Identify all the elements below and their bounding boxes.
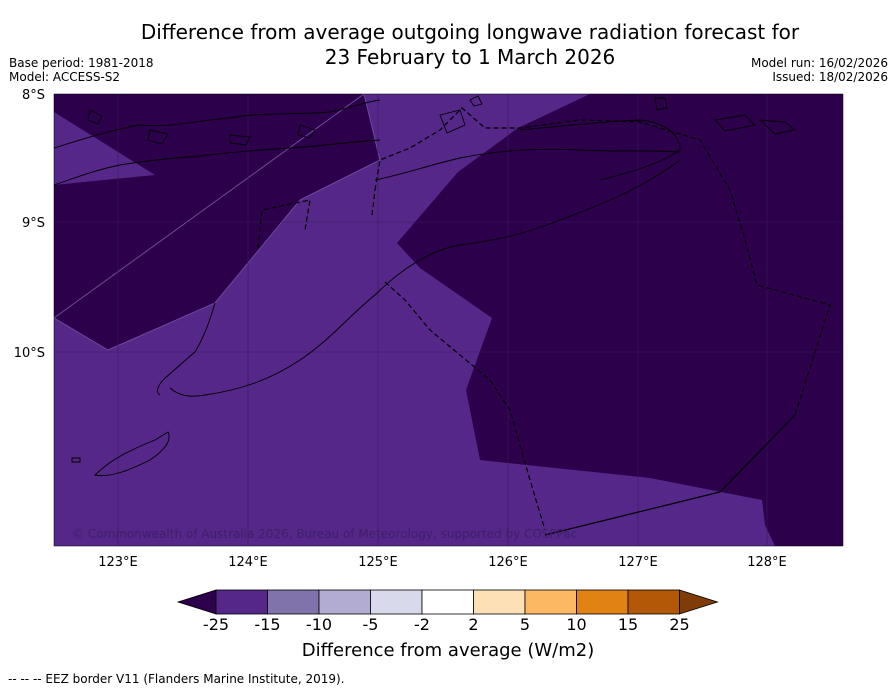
colorbar-bin-0 bbox=[215, 589, 268, 615]
meta-right: Model run: 16/02/2026 Issued: 18/02/2026 bbox=[751, 56, 888, 84]
x-tick-128: 128°E bbox=[747, 555, 787, 570]
region-east-anomaly bbox=[397, 94, 843, 546]
colorbar-tick-6: 5 bbox=[520, 615, 530, 634]
colorbar-tick-8: 15 bbox=[618, 615, 638, 634]
coast-timor-north bbox=[374, 148, 681, 181]
colorbar-over-arrow bbox=[679, 589, 719, 615]
colorbar-bin-3 bbox=[370, 589, 423, 615]
eez-border-north bbox=[374, 107, 831, 493]
title-line-1: Difference from average outgoing longwav… bbox=[140, 20, 800, 44]
y-tick-10s: 10°S bbox=[14, 346, 45, 361]
colorbar-tick-4: -2 bbox=[414, 615, 430, 634]
map-frame bbox=[53, 93, 844, 547]
x-tick-labels: 123°E 124°E 125°E 126°E 127°E 128°E bbox=[98, 555, 787, 570]
colorbar-bin-2 bbox=[318, 589, 371, 615]
eez-border-south bbox=[384, 281, 546, 531]
coast-sumba-north bbox=[157, 302, 216, 396]
coast-alor bbox=[439, 95, 483, 134]
x-tick-124: 124°E bbox=[228, 555, 268, 570]
watermark: © Commonwealth of Australia 2026, Bureau… bbox=[72, 527, 577, 541]
y-tick-labels: 8°S 9°S 10°S bbox=[14, 88, 45, 361]
colorbar-bin-7 bbox=[576, 589, 629, 615]
colorbar-tick-0: -25 bbox=[203, 615, 229, 634]
coast-savu bbox=[94, 431, 170, 477]
x-tick-125: 125°E bbox=[358, 555, 398, 570]
coast-islands-north bbox=[87, 109, 316, 146]
issued-date: Issued: 18/02/2026 bbox=[772, 70, 888, 84]
colorbar-under-arrow bbox=[176, 589, 217, 615]
model-run: Model run: 16/02/2026 bbox=[750, 56, 888, 70]
x-tick-126: 126°E bbox=[488, 555, 528, 570]
y-tick-9s: 9°S bbox=[22, 216, 45, 231]
coast-flores-strip bbox=[54, 99, 381, 149]
eez-border-timor-join bbox=[371, 189, 376, 216]
colorbar-bin-1 bbox=[267, 589, 320, 615]
coast-small-islet bbox=[71, 457, 81, 463]
base-period: Base period: 1981-2018 bbox=[9, 56, 154, 70]
colorbar-bin-6 bbox=[524, 589, 577, 615]
x-tick-127: 127°E bbox=[618, 555, 658, 570]
coast-flores-south bbox=[54, 139, 381, 186]
colorbar-tick-1: -15 bbox=[254, 615, 280, 634]
model-name: Model: ACCESS-S2 bbox=[9, 70, 121, 84]
colorbar-tick-3: -5 bbox=[363, 615, 379, 634]
eez-borders bbox=[257, 107, 831, 531]
colorbar-tick-2: -10 bbox=[306, 615, 332, 634]
coast-timor-south bbox=[169, 294, 376, 397]
meta-left: Base period: 1981-2018 Model: ACCESS-S2 bbox=[9, 56, 154, 84]
title-line-2: 23 February to 1 March 2026 bbox=[324, 45, 616, 69]
map-area: © Commonwealth of Australia 2026, Bureau… bbox=[54, 94, 843, 546]
colorbar-bin-5 bbox=[473, 589, 526, 615]
colorbar: -25 -15 -10 -5 -2 2 5 10 15 25 bbox=[176, 589, 719, 634]
colorbar-tick-7: 10 bbox=[566, 615, 586, 634]
chart-title: Difference from average outgoing longwav… bbox=[110, 20, 830, 70]
colorbar-tick-5: 2 bbox=[468, 615, 478, 634]
colorbar-bin-4 bbox=[421, 589, 474, 615]
y-tick-8s: 8°S bbox=[22, 88, 45, 103]
x-tick-123: 123°E bbox=[98, 555, 138, 570]
eez-border-solid bbox=[544, 414, 796, 536]
eez-footnote: -- -- -- EEZ border V11 (Flanders Marine… bbox=[8, 672, 345, 686]
colorbar-label: Difference from average (W/m2) bbox=[301, 640, 595, 661]
coast-east-islands bbox=[654, 97, 797, 135]
coastlines bbox=[54, 95, 797, 477]
colorbar-tick-9: 25 bbox=[669, 615, 689, 634]
coast-timor-main bbox=[374, 159, 681, 296]
eez-border-west bbox=[257, 199, 311, 249]
colorbar-bin-8 bbox=[627, 589, 680, 615]
coast-wetar bbox=[519, 119, 681, 181]
